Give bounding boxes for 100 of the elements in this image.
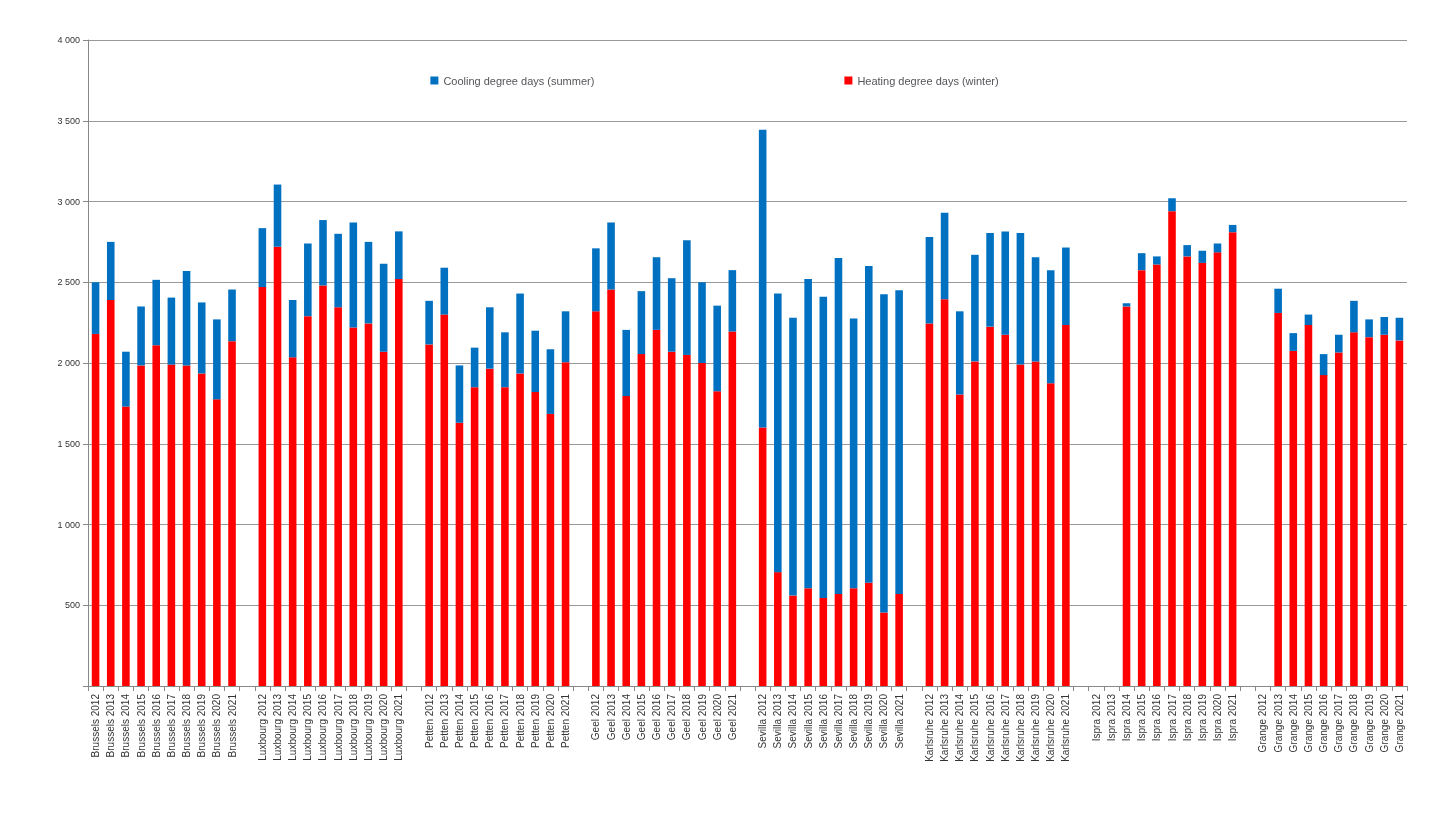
bar <box>1274 312 1282 686</box>
bar <box>865 582 873 686</box>
bar <box>561 311 570 363</box>
bar <box>152 279 161 346</box>
bar <box>1334 334 1343 353</box>
bar <box>1289 333 1298 351</box>
bar <box>622 329 630 397</box>
x-tick-label: Geel 2016 <box>651 693 663 741</box>
bar <box>1137 253 1146 271</box>
bar <box>546 349 555 414</box>
bar <box>349 222 358 328</box>
x-tick-label: Luxbourg 2019 <box>362 693 374 761</box>
bar <box>880 294 888 613</box>
x-tick-label: Petten 2016 <box>484 693 496 748</box>
x-tick-label: Sevilla 2020 <box>878 693 890 749</box>
bar <box>986 232 994 327</box>
bar <box>1289 350 1298 686</box>
bar <box>1062 325 1070 686</box>
x-tick-label: Ispra 2017 <box>1166 693 1178 742</box>
bar <box>1350 300 1358 333</box>
legend-label: Heating degree days (winter) <box>857 74 999 87</box>
y-tick-label: 1 500 <box>57 438 80 449</box>
x-tick-label: Karlsruhe 2021 <box>1060 693 1072 762</box>
bar <box>1031 361 1040 686</box>
bar <box>698 363 706 686</box>
y-tick-label: 3 000 <box>57 196 80 207</box>
bar <box>167 297 176 365</box>
x-tick-label: Luxbourg 2015 <box>302 693 314 761</box>
bar <box>1153 264 1161 686</box>
bar <box>273 246 282 686</box>
bar <box>683 240 691 355</box>
x-tick-label: Luxbourg 2020 <box>378 693 390 761</box>
x-tick-label: Sevilla 2014 <box>787 693 799 749</box>
bar <box>1168 198 1176 212</box>
bar <box>425 344 433 686</box>
bar <box>319 220 327 286</box>
x-tick-label: Petten 2017 <box>499 693 511 748</box>
x-tick-label: Geel 2017 <box>666 693 678 741</box>
bar <box>364 241 373 324</box>
bar <box>485 307 494 369</box>
bar <box>1395 317 1404 341</box>
bar <box>258 228 267 288</box>
legend-label: Cooling degree days (summer) <box>443 74 595 87</box>
bar <box>1183 245 1191 257</box>
bar <box>1122 306 1131 686</box>
bar <box>228 341 236 686</box>
bar <box>213 319 221 400</box>
x-tick-label: Karlsruhe 2014 <box>954 693 966 762</box>
bar <box>986 326 994 686</box>
x-tick-label: Brussels 2012 <box>90 693 102 758</box>
bar <box>531 330 540 393</box>
x-tick-label: Grange 2012 <box>1257 693 1269 753</box>
x-tick-label: Petten 2014 <box>453 693 465 748</box>
x-tick-label: Petten 2019 <box>529 693 541 748</box>
bar <box>152 345 161 686</box>
x-tick-label: Petten 2013 <box>438 693 450 748</box>
bar <box>637 354 646 686</box>
bar <box>592 248 600 312</box>
x-tick-label: Brussels 2018 <box>181 693 193 758</box>
bar <box>1198 250 1207 263</box>
bar <box>698 282 706 363</box>
x-tick-label: Sevilla 2013 <box>772 693 784 749</box>
x-tick-label: Karlsruhe 2019 <box>1030 693 1042 762</box>
x-tick-label: Grange 2013 <box>1272 693 1284 753</box>
bar <box>531 392 540 686</box>
bar <box>758 427 767 686</box>
x-tick-label: Luxbourg 2012 <box>256 693 268 761</box>
x-tick-label: Sevilla 2012 <box>757 693 769 749</box>
x-tick-label: Karlsruhe 2016 <box>984 693 996 762</box>
x-tick-label: Karlsruhe 2013 <box>939 693 951 762</box>
bar <box>713 391 721 686</box>
bar <box>288 357 297 686</box>
x-tick-label: Geel 2012 <box>590 693 602 741</box>
bar <box>1213 252 1222 686</box>
bar <box>940 212 949 300</box>
x-tick-label: Sevilla 2015 <box>802 693 814 749</box>
x-tick-label: Sevilla 2021 <box>893 693 905 749</box>
x-tick-label: Geel 2020 <box>711 693 723 741</box>
bar <box>1046 383 1055 686</box>
bar <box>379 351 388 686</box>
bar <box>91 282 100 334</box>
bar <box>455 422 464 686</box>
x-tick-label: Brussels 2021 <box>226 693 238 758</box>
bar <box>1031 257 1040 362</box>
x-tick-label: Luxbourg 2021 <box>393 693 405 761</box>
y-tick-label: 1 000 <box>57 519 80 530</box>
x-tick-label: Luxbourg 2014 <box>287 693 299 761</box>
bar <box>470 387 479 686</box>
x-tick-label: Sevilla 2017 <box>832 693 844 749</box>
bar <box>607 289 615 686</box>
x-tick-label: Ispra 2018 <box>1181 693 1193 742</box>
bar <box>334 233 342 308</box>
bar <box>470 347 479 388</box>
bar <box>304 316 312 686</box>
bar <box>804 588 812 686</box>
bar <box>1001 334 1010 686</box>
x-tick-label: Karlsruhe 2012 <box>923 693 935 762</box>
x-tick-label: Sevilla 2019 <box>863 693 875 749</box>
bar <box>774 572 782 686</box>
bar <box>501 387 509 686</box>
